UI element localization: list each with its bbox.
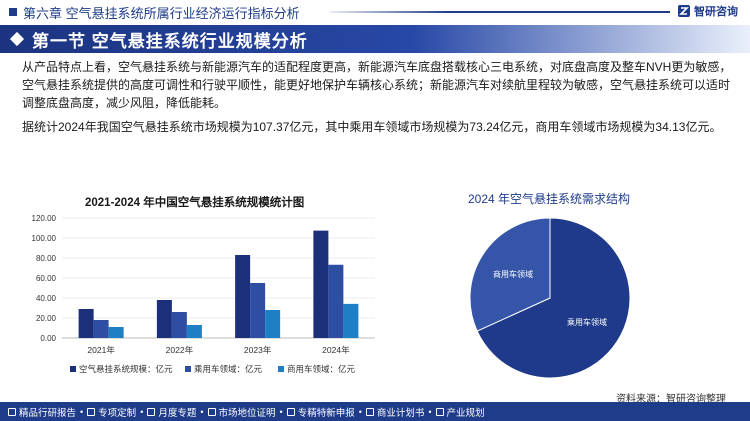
bar-1-1 <box>78 309 94 338</box>
bar-1-2 <box>156 300 172 338</box>
legend-label: 商用车领域：亿元 <box>287 364 356 374</box>
footer-separator: • <box>200 406 204 417</box>
document-icon <box>207 407 216 416</box>
footer-link[interactable]: 产业规划 <box>435 405 485 419</box>
bar-chart-title: 2021-2024 年中国空气悬挂系统规模统计图 <box>85 197 305 209</box>
x-tick-label: 2021年 <box>87 345 115 355</box>
legend-label: 乘用车领域：亿元 <box>194 364 263 374</box>
pie-slice-2 <box>469 217 551 332</box>
section-title: 第一节 空气悬挂系统行业规模分析 <box>32 31 308 51</box>
x-tick-label: 2023年 <box>244 345 272 355</box>
footer-link[interactable]: 月度专题 <box>147 405 196 419</box>
bar-3-3 <box>265 310 281 338</box>
y-tick-label: 20.00 <box>36 314 57 323</box>
footer-link-label: 专精特新申报 <box>297 407 355 419</box>
legend-swatch <box>278 366 284 372</box>
bar-1-4 <box>313 230 329 338</box>
x-tick-label: 2024年 <box>322 345 350 355</box>
footer-link[interactable]: 专项定制 <box>87 405 136 419</box>
statistics-paragraph: 据统计2024年我国空气悬挂系统市场规模为107.37亿元，其中乘用车领域市场规… <box>22 120 722 134</box>
source-note: 资料来源：智研咨询整理 <box>616 394 726 405</box>
bar-3-1 <box>108 327 124 338</box>
header-divider <box>330 11 670 13</box>
section-header: 第一节 空气悬挂系统行业规模分析 <box>0 25 750 53</box>
document-icon <box>286 407 295 416</box>
legend-swatch <box>185 366 191 372</box>
footer-link[interactable]: 专精特新申报 <box>286 405 355 419</box>
top-bar: 第六章 空气悬挂系统所属行业经济运行指标分析 智研咨询 <box>0 0 750 24</box>
y-tick-label: 0.00 <box>40 334 56 343</box>
pie-chart-title: 2024 年空气悬挂系统需求结构 <box>468 192 631 206</box>
footer-link[interactable]: 市场地位证明 <box>207 405 276 419</box>
y-tick-label: 120.00 <box>32 214 57 223</box>
y-tick-label: 60.00 <box>36 274 57 283</box>
bar-1-3 <box>235 255 251 338</box>
footer-links: 精品行研报告 • 专项定制 • 月度专题 • 市场地位证明 • 专精特新申报 • 商业计划书 • 产业规… <box>8 405 489 419</box>
footer-bar: 精品行研报告 • 专项定制 • 月度专题 • 市场地位证明 • 专精特新申报 • 商业计划书 • 产业规… <box>0 402 750 421</box>
y-tick-label: 100.00 <box>32 234 57 243</box>
footer-link[interactable]: 商业计划书 <box>365 405 425 419</box>
bar-2-4 <box>328 264 344 338</box>
footer-separator: • <box>358 406 362 417</box>
footer-link-label: 月度专题 <box>158 407 197 419</box>
footer-link-label: 市场地位证明 <box>218 407 276 419</box>
document-icon <box>365 407 374 416</box>
document-icon <box>435 407 444 416</box>
footer-link-label: 商业计划书 <box>376 407 425 419</box>
footer-link-label: 精品行研报告 <box>19 407 77 419</box>
pie-slice-label: 乘用车领域 <box>567 317 607 327</box>
pie-slice-label: 商用车领域 <box>493 269 533 279</box>
bar-3-2 <box>186 325 202 338</box>
brand-logo-icon <box>678 5 690 17</box>
document-icon <box>147 407 156 416</box>
title-square-icon <box>9 8 17 16</box>
y-tick-label: 40.00 <box>36 294 57 303</box>
legend-label: 空气悬挂系统规模：亿元 <box>79 364 173 374</box>
y-tick-label: 80.00 <box>36 254 57 263</box>
pie-chart: 乘用车领域 商用车领域 <box>469 217 631 379</box>
x-tick-label: 2022年 <box>166 345 194 355</box>
footer-separator: • <box>140 406 144 417</box>
chapter-title: 第六章 空气悬挂系统所属行业经济运行指标分析 <box>23 5 300 21</box>
footer-link-label: 产业规划 <box>446 407 485 419</box>
bar-2-2 <box>171 312 187 338</box>
footer-separator: • <box>279 406 283 417</box>
bar-2-1 <box>93 320 109 338</box>
brand-logo-text: 智研咨询 <box>694 6 738 18</box>
footer-separator: • <box>80 406 84 417</box>
diamond-icon <box>9 31 25 47</box>
bar-3-4 <box>343 303 359 338</box>
bar-2-3 <box>250 283 266 338</box>
document-icon <box>87 407 96 416</box>
legend-swatch <box>70 366 76 372</box>
pie-slice-1 <box>476 217 631 379</box>
footer-link[interactable]: 精品行研报告 <box>8 405 76 419</box>
footer-separator: • <box>428 406 432 417</box>
footer-link-label: 专项定制 <box>98 407 137 419</box>
brand-logo: 智研咨询 <box>677 3 738 19</box>
intro-paragraph: 从产品特点上看，空气悬挂系统与新能源汽车的适配程度更高，新能源汽车底盘搭载核心三… <box>22 60 732 110</box>
document-icon <box>8 407 16 416</box>
bar-chart: 0.00 20.00 40.00 60.00 80.00 100.00 120.00 202… <box>32 214 375 374</box>
